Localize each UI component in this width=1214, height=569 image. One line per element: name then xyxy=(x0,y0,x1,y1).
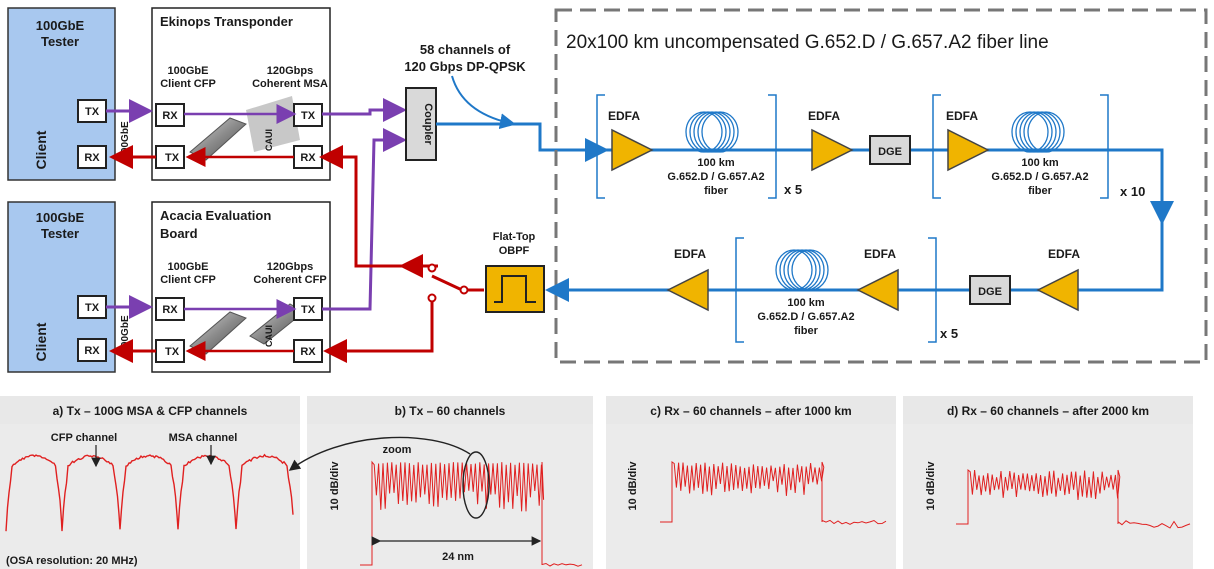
tester-bottom-rx: RX xyxy=(84,345,100,357)
edfa-label-6: EDFA xyxy=(674,247,706,261)
transponder-ekinops-rx-left: RX xyxy=(162,110,178,122)
dge-label-1: DGE xyxy=(878,146,902,158)
client-cfp-label-3: 100GbE xyxy=(168,261,209,273)
tester-top-rx: RX xyxy=(84,152,100,164)
dge-label-2: DGE xyxy=(978,286,1002,298)
caui-label-2: CAUI xyxy=(264,325,274,347)
panel-d-title: d) Rx – 60 channels – after 2000 km xyxy=(947,404,1149,418)
amplifier-icon xyxy=(858,270,898,310)
tester-top-client: Client xyxy=(33,130,49,169)
caui-label-1: CAUI xyxy=(264,129,274,151)
tester-bottom-tx: TX xyxy=(85,302,100,314)
transponder-acacia-tx-right: TX xyxy=(301,304,316,316)
amplifier-icon xyxy=(1038,270,1078,310)
panel-d: d) Rx – 60 channels – after 2000 km 10 d… xyxy=(903,396,1193,569)
coupler-label: Coupler xyxy=(422,103,434,145)
bottom-span-row: EDFA DGE EDFA 100 km G.652.D / G.657.A2 … xyxy=(548,222,1162,342)
client-cfp-label-2: Client CFP xyxy=(160,78,216,90)
panel-a-ann-cfp: CFP channel xyxy=(51,432,117,444)
fiber-line-title: 20x100 km uncompensated G.652.D / G.657.… xyxy=(566,32,1049,53)
transponder-ekinops-tx-left: TX xyxy=(165,152,180,164)
panel-b-ylabel: 10 dB/div xyxy=(329,461,341,511)
channels-label-1: 58 channels of xyxy=(420,42,511,57)
link-label-top: 100GbE xyxy=(120,121,131,159)
repeat-label-bottom: x 5 xyxy=(940,326,958,341)
panel-d-ylabel: 10 dB/div xyxy=(925,461,937,511)
tester-bottom: 100GbE Tester Client TX RX xyxy=(8,202,115,372)
fiber-label-2b: G.652.D / G.657.A2 xyxy=(991,171,1088,183)
repeat-label-x10: x 10 xyxy=(1120,184,1145,199)
transponder-ekinops-title: Ekinops Transponder xyxy=(160,14,293,29)
panel-b-span: 24 nm xyxy=(442,551,474,563)
panel-a: a) Tx – 100G MSA & CFP channels CFP chan… xyxy=(0,396,300,569)
panel-b: b) Tx – 60 channels 10 dB/div zoom 24 nm xyxy=(290,396,593,569)
tester-top-title-2: Tester xyxy=(41,34,79,49)
coupler: Coupler xyxy=(406,88,436,160)
fiber-label-1b: G.652.D / G.657.A2 xyxy=(667,171,764,183)
transponder-acacia-tx-left: TX xyxy=(165,346,180,358)
fiber-label-3b: G.652.D / G.657.A2 xyxy=(757,311,854,323)
obpf-label-1: Flat-Top xyxy=(493,231,536,243)
edfa-label-5: EDFA xyxy=(864,247,896,261)
edfa-label-2: EDFA xyxy=(808,109,840,123)
fiber-label-3a: 100 km xyxy=(787,297,825,309)
coherent-label-1: 120Gbps xyxy=(267,65,313,77)
top-span-row: EDFA 100 km G.652.D / G.657.A2 fiber x 5… xyxy=(597,95,1162,222)
client-cfp-label-4: Client CFP xyxy=(160,274,216,286)
panel-c-ylabel: 10 dB/div xyxy=(627,461,639,511)
channels-label-2: 120 Gbps DP-QPSK xyxy=(404,59,526,74)
tester-top: 100GbE Tester Client TX RX xyxy=(8,8,115,180)
tester-bottom-title-1: 100GbE xyxy=(36,210,85,225)
amplifier-icon xyxy=(668,270,708,310)
tester-top-title-1: 100GbE xyxy=(36,18,85,33)
fiber-spool-icon xyxy=(686,112,738,152)
coherent-label-2: Coherent MSA xyxy=(252,78,328,90)
fiber-label-1c: fiber xyxy=(704,185,729,197)
transponder-acacia-rx-left: RX xyxy=(162,304,178,316)
amplifier-icon xyxy=(948,130,988,170)
panel-a-title: a) Tx – 100G MSA & CFP channels xyxy=(53,404,248,418)
fiber-label-2a: 100 km xyxy=(1021,157,1059,169)
edfa-label-4: EDFA xyxy=(1048,247,1080,261)
return-links xyxy=(322,157,484,351)
transponder-ekinops: Ekinops Transponder 100GbE Client CFP 12… xyxy=(152,8,330,180)
tester-top-tx: TX xyxy=(85,106,100,118)
link-label-bottom: 100GbE xyxy=(120,315,131,353)
transponder-acacia-title-2: Board xyxy=(160,226,198,241)
client-cfp-label-1: 100GbE xyxy=(168,65,209,77)
panel-a-footer: (OSA resolution: 20 MHz) xyxy=(6,555,138,567)
coherent-label-3: 120Gbps xyxy=(267,261,313,273)
transponder-ekinops-rx-right: RX xyxy=(300,152,316,164)
fiber-label-3c: fiber xyxy=(794,325,819,337)
panel-c-title: c) Rx – 60 channels – after 1000 km xyxy=(650,404,851,418)
edfa-label-1: EDFA xyxy=(608,109,640,123)
coherent-label-4: Coherent CFP xyxy=(253,274,326,286)
coupler-output-link xyxy=(436,124,606,150)
tester-bottom-client: Client xyxy=(33,322,49,361)
fiber-spool-icon xyxy=(1012,112,1064,152)
fiber-spool-icon xyxy=(776,250,828,290)
tester-bottom-title-2: Tester xyxy=(41,226,79,241)
fiber-label-1a: 100 km xyxy=(697,157,735,169)
transponder-acacia: Acacia Evaluation Board 100GbE Client CF… xyxy=(152,202,330,372)
transponder-ekinops-tx-right: TX xyxy=(301,110,316,122)
coupler-links xyxy=(322,110,404,309)
amplifier-icon xyxy=(812,130,852,170)
panel-a-ann-msa: MSA channel xyxy=(169,432,238,444)
transponder-acacia-title-1: Acacia Evaluation xyxy=(160,208,271,223)
obpf-label-2: OBPF xyxy=(499,245,530,257)
fiber-label-2c: fiber xyxy=(1028,185,1053,197)
panel-b-zoom: zoom xyxy=(383,444,412,456)
panel-b-title: b) Tx – 60 channels xyxy=(395,404,506,418)
repeat-label-top: x 5 xyxy=(784,182,802,197)
edfa-label-3: EDFA xyxy=(946,109,978,123)
transponder-acacia-rx-right: RX xyxy=(300,346,316,358)
amplifier-icon xyxy=(612,130,652,170)
obpf-filter: Flat-Top OBPF xyxy=(486,231,544,312)
panel-c: c) Rx – 60 channels – after 1000 km 10 d… xyxy=(606,396,896,569)
